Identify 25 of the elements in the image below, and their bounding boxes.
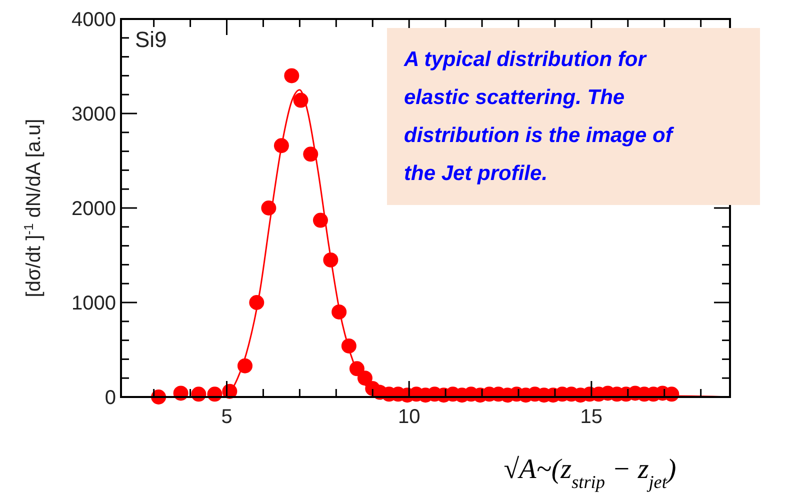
text-box: A typical distribution for elastic scattering. The distribution is the image of the Jet profile. xyxy=(387,28,760,205)
point xyxy=(237,358,252,374)
point xyxy=(312,212,328,228)
point xyxy=(293,92,308,108)
point xyxy=(303,146,318,162)
point xyxy=(249,295,264,310)
point xyxy=(332,304,347,320)
point xyxy=(341,338,356,354)
point xyxy=(357,370,372,386)
point xyxy=(349,361,364,376)
x-tick-label: 5 xyxy=(221,406,232,428)
y-tick-label: 2000 xyxy=(72,198,116,220)
y-tick-label: 3000 xyxy=(72,104,116,126)
y-tick-label: 0 xyxy=(104,387,116,409)
point xyxy=(323,252,338,268)
y-tick-label: 1000 xyxy=(72,292,116,314)
point xyxy=(274,138,289,154)
x-axis-title: √A~(z$_{strip}$ − z$_{jet}$) xyxy=(504,454,676,492)
annotation: Si9 xyxy=(135,27,167,52)
annotation: A typical distribution for elastic scattering. The distribution is the image of the Jet profile. xyxy=(403,48,674,185)
x-tick-label: 10 xyxy=(398,406,420,428)
point xyxy=(284,68,300,84)
y-tick-label: 4000 xyxy=(72,9,116,31)
x-tick-label: 15 xyxy=(580,406,603,428)
point xyxy=(261,200,276,216)
